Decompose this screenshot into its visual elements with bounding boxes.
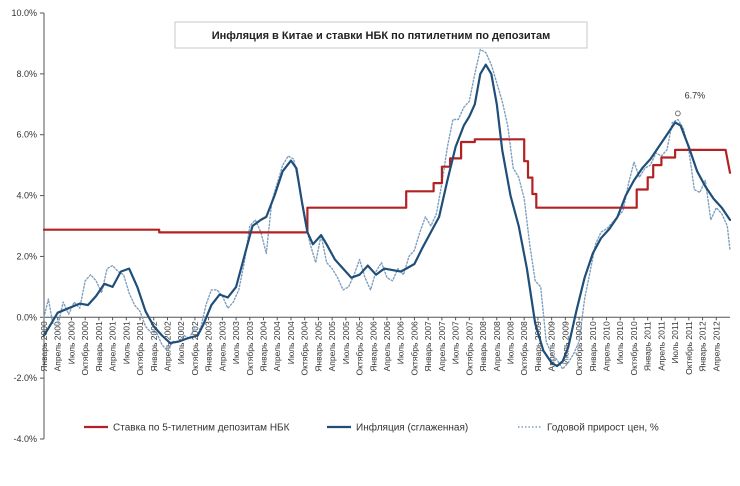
x-tick-label: Октябрь 2009 [574,321,584,375]
legend: Ставка по 5-тилетним депозитам НБК Инфляц… [84,422,659,434]
x-tick-label: Апрель 2007 [437,321,447,371]
series-line [42,138,732,234]
chart-title-box: Инфляция в Китае и ставки НБК по пятилет… [174,21,588,49]
x-tick-label: Июль 2006 [396,321,406,364]
x-tick-label: Октябрь 2006 [409,321,419,375]
y-tick-label: 8.0% [16,69,37,79]
x-tick-label: Октябрь 2005 [355,321,365,375]
x-tick-label: Апрель 2012 [711,321,721,371]
x-tick-label: Октябрь 2011 [684,321,694,375]
x-axis-tick-labels: Январь 2000 Апрель 2000 Июль 2000 Октябрь 2… [39,321,721,375]
x-tick-label: Июль 2005 [341,321,351,364]
x-tick-label: Апрель 2004 [272,321,282,371]
x-tick-label: Апрель 2000 [53,321,63,371]
x-tick-label: Январь 2004 [259,321,269,372]
x-tick-label: Октябрь 2000 [80,321,90,375]
peak-annotation: 6.7% [674,90,706,117]
x-tick-label: Июль 2003 [231,321,241,364]
x-tick-label: Январь 2005 [313,321,323,372]
series-line [42,63,732,368]
x-tick-label: Апрель 2005 [327,321,337,371]
y-tick-label: 10.0% [11,8,37,18]
x-tick-label: Январь 2012 [698,321,708,372]
x-tick-label: Июль 2011 [670,321,680,364]
x-tick-label: Октябрь 2007 [464,321,474,375]
x-tick-label: Июль 2001 [121,321,131,364]
x-tick-label: Апрель 2002 [162,321,172,371]
x-tick-label: Январь 2011 [643,321,653,371]
x-tick-label: Июль 2009 [560,321,570,364]
x-tick-label: Апрель 2001 [108,321,118,371]
x-tick-label: Январь 2006 [368,321,378,372]
x-tick-label: Июль 2007 [451,321,461,364]
y-tick-label: -2.0% [13,373,37,383]
x-tick-label: Октябрь 2010 [629,321,639,375]
series-line [43,48,731,370]
x-tick-label: Апрель 2008 [492,321,502,371]
x-tick-label: Октябрь 2001 [135,321,145,375]
x-tick-label: Январь 2008 [478,321,488,372]
x-tick-label: Октябрь 2002 [190,321,200,375]
x-tick-label: Январь 2009 [533,321,543,372]
x-tick-label: Июль 2010 [615,321,625,364]
x-tick-label: Апрель 2003 [217,321,227,371]
x-tick-label: Апрель 2006 [382,321,392,371]
x-tick-label: Июль 2008 [505,321,515,364]
y-tick-label: 4.0% [16,191,37,201]
x-tick-label: Июль 2004 [286,321,296,364]
legend-label: Инфляция (сглаженная) [356,422,468,434]
annotation-marker [674,110,681,117]
y-axis-ticks: -4.0% -2.0% 0.0% 2.0% 4.0% 6.0% 8.0% 10.0% [11,8,44,444]
y-tick-label: 0.0% [16,312,37,322]
x-tick-label: Январь 2002 [149,321,159,372]
annotation-label: 6.7% [685,90,706,100]
x-tick-label: Январь 2003 [204,321,214,372]
x-tick-label: Январь 2001 [94,321,104,372]
legend-label: Ставка по 5-тилетним депозитам НБК [113,423,290,434]
chart-title: Инфляция в Китае и ставки НБК по пятилет… [212,30,550,42]
x-tick-label: Июль 2002 [176,321,186,364]
legend-label: Годовой прирост цен, % [547,423,659,434]
axes [43,13,730,439]
y-tick-label: 2.0% [16,251,37,261]
x-tick-label: Октябрь 2003 [245,321,255,375]
x-tick-label: Октябрь 2004 [300,321,310,375]
x-tick-label: Январь 2010 [588,321,598,372]
y-tick-label: -4.0% [13,434,37,444]
x-tick-label: Апрель 2011 [656,321,666,371]
x-tick-label: Июль 2000 [66,321,76,364]
x-tick-label: Апрель 2009 [547,321,557,371]
x-tick-label: Октябрь 2008 [519,321,529,375]
x-tick-label: Январь 2007 [423,321,433,372]
series-layer [42,48,732,370]
y-tick-label: 6.0% [16,130,37,140]
x-tick-label: Апрель 2010 [602,321,612,371]
